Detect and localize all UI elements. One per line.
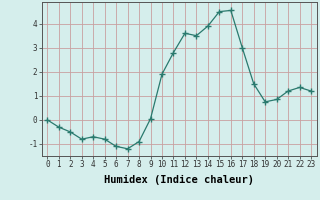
X-axis label: Humidex (Indice chaleur): Humidex (Indice chaleur) (104, 175, 254, 185)
